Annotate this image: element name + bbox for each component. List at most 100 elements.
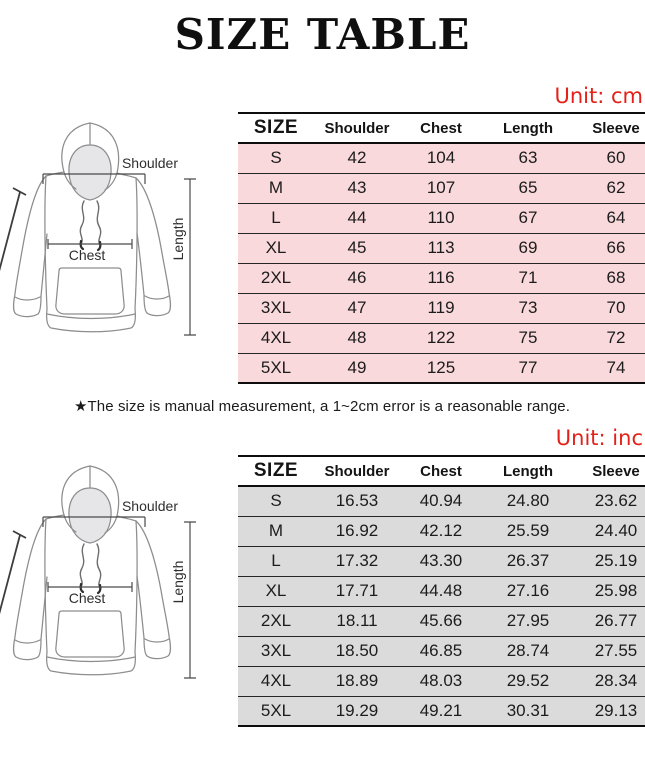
measurement-cell: 119 bbox=[400, 292, 482, 323]
column-header-length: Length bbox=[482, 456, 574, 487]
shoulder-label: Shoulder bbox=[122, 498, 178, 514]
size-row-2xl: 2XL 46 116 71 68 bbox=[238, 262, 645, 293]
size-row-5xl: 5XL 49 125 77 74 bbox=[238, 352, 645, 383]
sleeve-right-inner bbox=[136, 575, 145, 639]
cuff-right-line bbox=[144, 638, 170, 643]
measurement-cell: 74 bbox=[574, 352, 645, 383]
page-title: SIZE TABLE bbox=[174, 10, 471, 59]
measurement-cell: 16.53 bbox=[335, 491, 379, 511]
measurement-cell: 113 bbox=[400, 232, 482, 263]
measurement-cell: 70 bbox=[574, 292, 645, 323]
measurement-cell: 45.66 bbox=[400, 605, 482, 636]
size-row-5xl: 5XL 19.29 49.21 30.31 29.13 bbox=[238, 695, 645, 726]
measurement-cell: 26.37 bbox=[482, 545, 574, 576]
measurement-cell: 19.29 bbox=[314, 695, 400, 726]
size-cell: 2XL bbox=[238, 605, 314, 636]
inch-size-table: SIZE Shoulder Chest Length Sleeve S 16.53 40.94… bbox=[238, 455, 645, 727]
measurement-cell: 62 bbox=[574, 172, 645, 203]
size-cell: 3XL bbox=[238, 292, 314, 323]
sleeve-left-outer bbox=[14, 518, 47, 638]
hood-drape-right bbox=[104, 515, 118, 534]
measurement-cell: 46 bbox=[314, 262, 400, 293]
size-row-4xl: 4XL 18.89 48.03 29.52 28.34 bbox=[238, 665, 645, 696]
measurement-cell: 23.62 bbox=[594, 491, 638, 511]
sleeve-measure-line bbox=[0, 187, 27, 272]
measurement-cell: 116 bbox=[400, 262, 482, 293]
shoulder-label: Shoulder bbox=[122, 155, 178, 171]
size-cell: S bbox=[270, 491, 282, 511]
column-header-length: Length bbox=[482, 113, 574, 144]
drawstring-left-tip bbox=[79, 582, 85, 594]
measurement-cell: 44 bbox=[314, 202, 400, 233]
size-row-m: M 43 107 65 62 bbox=[238, 172, 645, 203]
inch-table-container: SIZE Shoulder Chest Length Sleeve S 16.53 40.94… bbox=[238, 455, 645, 727]
measurement-cell: 72 bbox=[574, 322, 645, 353]
size-row-xl: XL 17.71 44.48 27.16 25.98 bbox=[238, 575, 645, 606]
header-row: SIZE Shoulder Chest Length Sleeve bbox=[238, 113, 645, 144]
measurement-cell: 25.98 bbox=[574, 575, 645, 606]
drawstring-right bbox=[96, 543, 102, 589]
sleeve-left-outer bbox=[14, 175, 47, 295]
size-cell: 4XL bbox=[238, 322, 314, 353]
hoodie-measurement-diagram: Shoulder Chest Length bbox=[0, 122, 196, 336]
measurement-cell: 104 bbox=[426, 148, 456, 168]
cuff-right bbox=[143, 635, 171, 660]
measurement-cell: 45 bbox=[314, 232, 400, 263]
measurement-cell: 73 bbox=[482, 292, 574, 323]
shoulder-measure-line bbox=[42, 173, 146, 184]
body-right bbox=[134, 177, 138, 310]
drawstring-left-tip bbox=[79, 239, 85, 251]
column-header-sleeve: Sleeve bbox=[574, 456, 645, 487]
hoodie-outline-drawing bbox=[13, 122, 171, 333]
measurement-cell: 122 bbox=[400, 322, 482, 353]
measurement-cell: 60 bbox=[606, 148, 626, 168]
size-cell: L bbox=[238, 202, 314, 233]
shoulder-measure-line bbox=[42, 516, 146, 527]
measurement-cell: 48 bbox=[314, 322, 400, 353]
hoodie-measurement-diagram: Shoulder Chest Length bbox=[0, 465, 196, 679]
body-left bbox=[44, 175, 48, 310]
unit-label-inch: Unit: inc bbox=[555, 426, 643, 450]
measurement-marks bbox=[0, 173, 196, 336]
measurement-cell: 27.95 bbox=[482, 605, 574, 636]
size-cell: L bbox=[238, 545, 314, 576]
measurement-cell: 28.74 bbox=[482, 635, 574, 666]
cuff-right bbox=[143, 292, 171, 317]
sleeve-left-inner bbox=[40, 233, 48, 297]
cuff-left bbox=[13, 636, 42, 661]
measurement-cell: 24.40 bbox=[574, 515, 645, 546]
column-header-size: SIZE bbox=[238, 113, 314, 144]
size-row-4xl: 4XL 48 122 75 72 bbox=[238, 322, 645, 353]
size-row-3xl: 3XL 18.50 46.85 28.74 27.55 bbox=[238, 635, 645, 666]
measurement-cell: 25.19 bbox=[574, 545, 645, 576]
measurement-cell: 44.48 bbox=[400, 575, 482, 606]
measurement-cell: 42.12 bbox=[400, 515, 482, 546]
hood-opening bbox=[68, 144, 112, 201]
size-row-2xl: 2XL 18.11 45.66 27.95 26.77 bbox=[238, 605, 645, 636]
measurement-cell: 27.55 bbox=[574, 635, 645, 666]
header-row: SIZE Shoulder Chest Length Sleeve bbox=[238, 456, 645, 487]
size-row-l: L 44 110 67 64 bbox=[238, 202, 645, 233]
measurement-cell: 49.21 bbox=[400, 695, 482, 726]
measurement-cell: 69 bbox=[482, 232, 574, 263]
drawstring-right bbox=[96, 200, 102, 246]
cm-table-container: SIZE Shoulder Chest Length Sleeve S 42 104 63 60 M… bbox=[238, 112, 645, 384]
drawstring-left bbox=[79, 543, 85, 588]
measurement-cell: 26.77 bbox=[574, 605, 645, 636]
column-header-shoulder: Shoulder bbox=[314, 456, 400, 487]
size-cell: S bbox=[270, 148, 282, 168]
measurement-cell: 29.13 bbox=[574, 695, 645, 726]
size-cell: XL bbox=[238, 575, 314, 606]
cuff-right-line bbox=[144, 295, 170, 300]
measurement-cell: 18.89 bbox=[314, 665, 400, 696]
measurement-cell: 63 bbox=[518, 148, 538, 168]
length-measure-line bbox=[184, 521, 196, 679]
length-measure-line bbox=[184, 178, 196, 336]
size-row-s: S 42 104 63 60 bbox=[238, 143, 645, 173]
measurement-cell: 49 bbox=[314, 352, 400, 383]
chest-measure-line bbox=[47, 582, 133, 592]
measurement-cell: 75 bbox=[482, 322, 574, 353]
sleeve-right-outer bbox=[135, 177, 170, 294]
size-row-m: M 16.92 42.12 25.59 24.40 bbox=[238, 515, 645, 546]
measurement-cell: 27.16 bbox=[482, 575, 574, 606]
